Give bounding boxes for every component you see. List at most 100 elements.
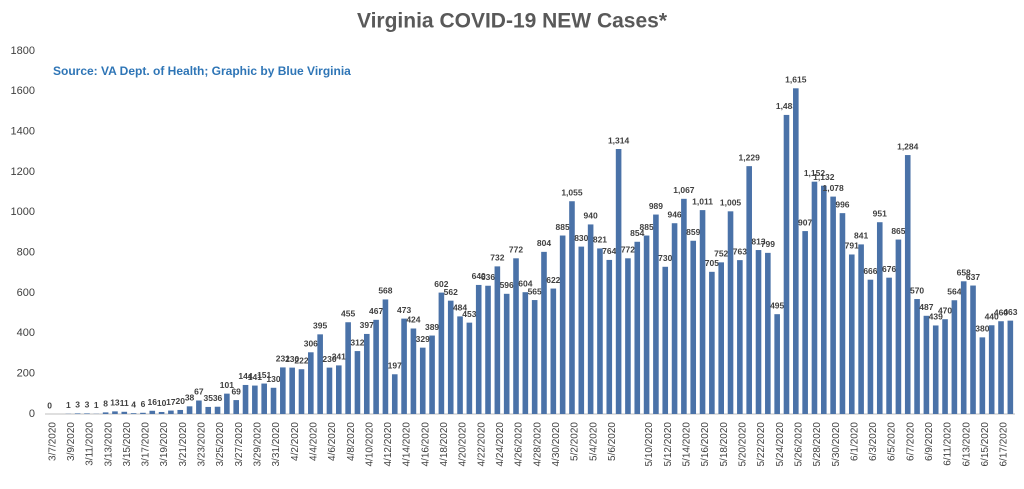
x-tick-label: 3/25/2020 — [215, 422, 226, 467]
data-label: 951 — [873, 208, 887, 218]
data-label: 230 — [285, 354, 299, 364]
x-tick-label: 4/4/2020 — [308, 422, 319, 461]
bar — [522, 292, 529, 414]
data-label: 1,011 — [692, 196, 713, 206]
data-label: 1,132 — [813, 172, 835, 182]
bar — [942, 319, 948, 414]
bar — [802, 231, 808, 414]
data-label: 13 — [110, 398, 120, 408]
x-tick-label: 6/9/2020 — [924, 422, 935, 461]
bar — [336, 365, 342, 414]
bar — [485, 285, 491, 414]
bar — [550, 288, 557, 414]
data-label: 463 — [1003, 307, 1017, 317]
x-tick-label: 5/2/2020 — [570, 422, 581, 461]
x-tick-label: 6/7/2020 — [905, 422, 916, 461]
bar — [895, 239, 902, 414]
x-tick-label: 5/14/2020 — [682, 422, 693, 467]
bar — [475, 284, 482, 414]
x-tick-label: 4/2/2020 — [290, 422, 301, 461]
data-label: 130 — [266, 374, 280, 384]
data-label: 1 — [94, 400, 99, 410]
chart-subtitle: Source: VA Dept. of Health; Graphic by B… — [53, 64, 351, 78]
data-label: 821 — [593, 235, 607, 245]
bar — [690, 240, 697, 414]
data-label: 813 — [751, 236, 765, 246]
data-label: 989 — [649, 201, 663, 211]
data-label: 564 — [947, 287, 961, 297]
x-tick-label: 3/23/2020 — [197, 422, 208, 467]
bar — [569, 201, 575, 414]
bar — [625, 258, 631, 414]
bar — [233, 400, 239, 414]
data-label: 859 — [686, 227, 700, 237]
y-tick-label: 400 — [17, 327, 35, 339]
data-label: 1,078 — [822, 183, 844, 193]
data-label: 4 — [131, 399, 136, 409]
x-tick-label: 4/10/2020 — [364, 422, 375, 467]
bar — [494, 266, 501, 414]
bar — [988, 325, 995, 414]
chart-title: Virginia COVID-19 NEW Cases* — [357, 10, 668, 33]
data-label: 312 — [350, 337, 364, 347]
data-label: 666 — [863, 266, 877, 276]
bar — [662, 266, 669, 414]
data-label: 460 — [994, 307, 1008, 317]
x-tick-label: 3/27/2020 — [234, 422, 245, 467]
data-label: 1,005 — [720, 198, 742, 208]
data-label: 3 — [85, 400, 90, 410]
x-tick-label: 5/12/2020 — [663, 422, 674, 467]
bar — [391, 374, 398, 414]
bar — [168, 410, 174, 414]
bar — [252, 385, 258, 414]
bar — [653, 214, 659, 414]
data-label: 101 — [220, 380, 234, 390]
bar — [587, 224, 594, 414]
x-tick-label: 3/21/2020 — [178, 422, 189, 467]
bar — [196, 400, 202, 414]
data-label: 487 — [919, 302, 933, 312]
y-tick-label: 1400 — [11, 126, 35, 138]
x-tick-label: 5/20/2020 — [737, 422, 748, 467]
data-label: 230 — [322, 354, 336, 364]
x-tick-label: 4/24/2020 — [495, 422, 506, 467]
x-tick-label: 4/20/2020 — [458, 422, 469, 467]
bar — [559, 235, 566, 414]
x-tick-label: 3/29/2020 — [252, 422, 263, 467]
x-tick-label: 3/13/2020 — [103, 422, 114, 467]
bar — [830, 196, 836, 414]
data-label: 440 — [985, 312, 999, 322]
bar — [354, 351, 361, 414]
x-tick-label: 6/3/2020 — [868, 422, 879, 461]
bar — [914, 299, 920, 414]
bar — [242, 384, 249, 414]
data-label: 484 — [453, 303, 467, 313]
data-label: 622 — [546, 275, 560, 285]
bar — [140, 412, 146, 414]
bar — [102, 412, 109, 414]
data-label: 470 — [938, 305, 952, 315]
bar — [438, 292, 445, 414]
bar — [755, 250, 762, 414]
data-label: 996 — [835, 199, 849, 209]
bar — [531, 300, 538, 414]
data-label: 940 — [584, 211, 598, 221]
data-label: 495 — [770, 300, 784, 310]
x-tick-label: 4/30/2020 — [551, 422, 562, 467]
data-label: 1,055 — [561, 187, 583, 197]
data-label: 16 — [148, 397, 158, 407]
data-label: 1,284 — [897, 141, 919, 151]
data-label: 10 — [157, 398, 167, 408]
data-label: 658 — [957, 268, 971, 278]
data-label: 568 — [378, 286, 392, 296]
x-tick-label: 5/30/2020 — [831, 422, 842, 467]
bar — [224, 393, 230, 414]
bar — [447, 300, 454, 414]
x-tick-label: 5/28/2020 — [812, 422, 823, 467]
bar — [270, 387, 277, 414]
bar — [373, 319, 379, 414]
data-label: 11 — [120, 398, 129, 408]
data-label: 804 — [537, 238, 551, 248]
data-label: 732 — [490, 253, 504, 263]
bar — [466, 322, 473, 414]
